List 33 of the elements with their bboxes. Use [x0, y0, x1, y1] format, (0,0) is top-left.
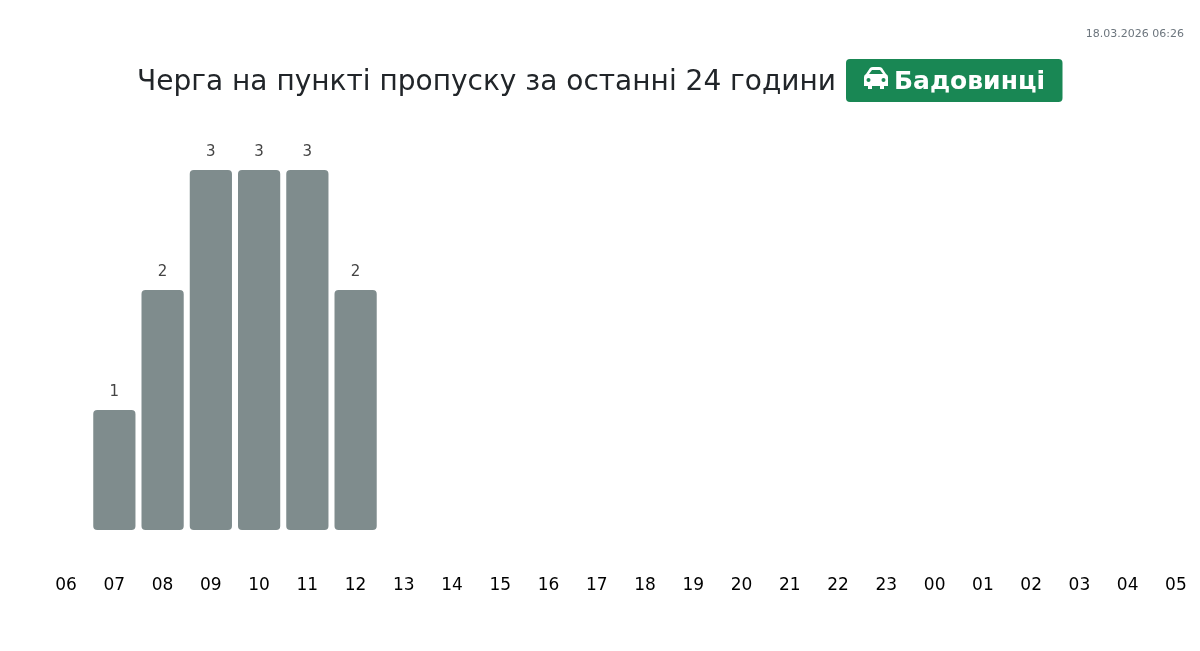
- x-tick-label: 14: [441, 574, 463, 594]
- data-label: 3: [254, 142, 264, 160]
- x-tick-label: 10: [248, 574, 270, 594]
- x-tick-label: 09: [200, 574, 222, 594]
- x-tick-label: 21: [779, 574, 801, 594]
- x-tick-label: 19: [682, 574, 705, 594]
- x-tick-label: 06: [55, 574, 77, 594]
- data-label: 1: [109, 382, 120, 400]
- x-tick-label: 17: [586, 574, 608, 594]
- x-tick-label: 03: [1068, 574, 1091, 594]
- x-tick-label: 08: [151, 574, 174, 594]
- x-tick-label: 00: [923, 574, 946, 594]
- data-label: 2: [157, 262, 168, 280]
- x-tick-label: 01: [972, 574, 994, 594]
- x-tick-label: 20: [730, 574, 753, 594]
- x-tick-label: 18: [634, 574, 656, 594]
- text: 18.03.2026 06:26: [1085, 27, 1184, 40]
- chart-subtitle: Бадовинці: [894, 66, 1046, 95]
- x-tick-label: 22: [827, 574, 849, 594]
- data-label: 2: [350, 262, 361, 280]
- x-tick-label: 23: [875, 574, 898, 594]
- x-tick-label: 16: [537, 574, 560, 594]
- data-label: 3: [302, 142, 313, 160]
- x-tick-label: 11: [296, 574, 319, 594]
- x-tick-label: 04: [1116, 574, 1139, 594]
- x-tick-label: 05: [1165, 574, 1187, 594]
- data-label: 3: [206, 142, 216, 160]
- x-tick-label: 13: [393, 574, 415, 594]
- x-tick-label: 02: [1020, 574, 1042, 594]
- chart-title: Черга на пункті пропуску за останні 24 години: [137, 64, 836, 97]
- x-tick-label: 15: [489, 574, 512, 594]
- x-tick-label: 07: [103, 574, 126, 594]
- x-tick-label: 12: [344, 574, 367, 594]
